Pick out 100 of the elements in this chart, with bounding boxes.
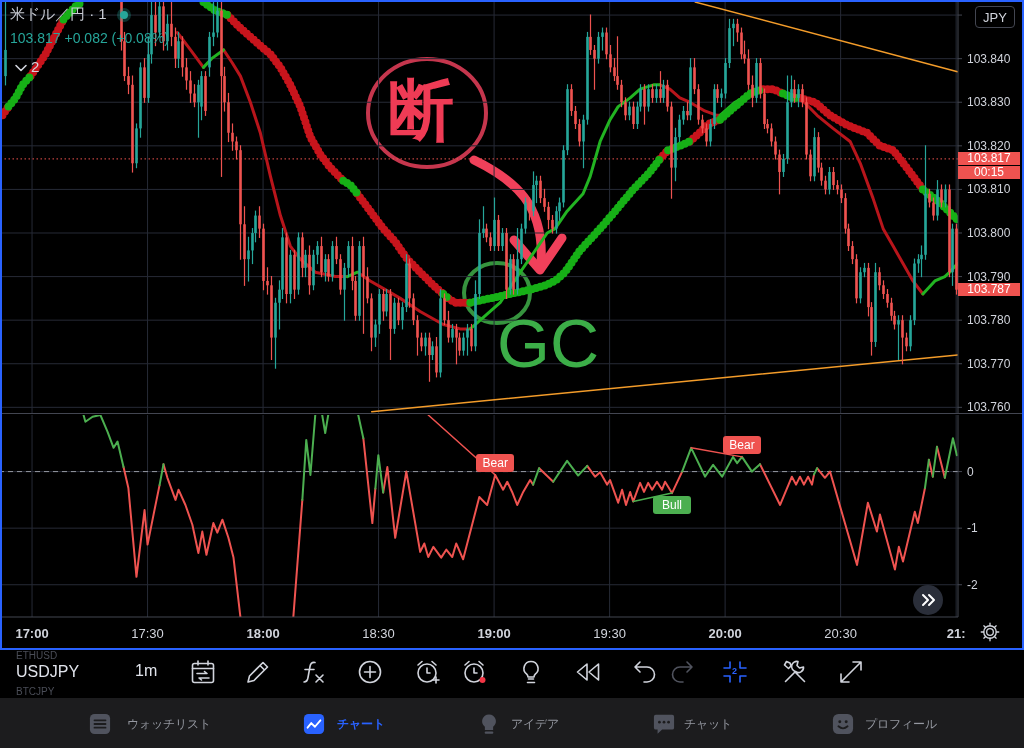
candlestick [227,92,230,143]
annotation: GC [497,305,599,381]
candlestick [659,71,662,103]
candlestick [385,289,388,317]
candlestick [940,184,943,208]
candlestick [181,36,184,77]
candlestick [547,201,550,230]
x-tick-label: 19:00 [477,626,511,641]
candlestick [755,58,758,103]
candlestick [920,245,923,278]
ref-line-label: 103.817 [958,151,1020,166]
candlestick [470,323,473,352]
candlestick [913,258,916,326]
candlestick [378,289,381,334]
candlestick [905,332,908,352]
candlestick [297,232,300,295]
candlestick [936,180,939,221]
candlestick [435,337,438,378]
text: チャート [337,716,385,733]
text: BTCJPY [16,686,55,697]
annotation: 断 [388,73,454,147]
candlestick [327,254,330,282]
candlestick [439,289,442,378]
y-tick-label: 103.790 [967,269,1011,284]
candlestick [389,289,392,360]
candlestick [408,258,411,308]
y-tick-label: 103.830 [967,95,1011,110]
candlestick [740,27,743,60]
candlestick [701,114,704,134]
candlestick [139,62,142,138]
candlestick [832,167,835,191]
y-tick-label: 103.780 [967,313,1011,328]
candlestick [586,31,589,125]
candlestick [632,101,635,129]
text: 103.787 [958,282,1020,296]
candlestick [809,149,812,182]
annotation: Bull [652,496,691,515]
candlestick [836,180,839,195]
candlestick [524,197,527,234]
candlestick [512,254,515,295]
text: ETHUSD [16,650,58,661]
candlestick [643,84,646,125]
y-tick-label: -1 [967,521,978,536]
text: アイデア [511,716,559,733]
candlestick [828,167,831,195]
candlestick [308,245,311,295]
candlestick [451,323,454,343]
candlestick [320,236,323,278]
candlestick [863,262,866,278]
x-tick-label: 18:00 [246,626,280,641]
candlestick [736,18,739,42]
candlestick [655,84,658,103]
candlestick [177,31,180,68]
candlestick [266,267,269,295]
candlestick [763,88,766,129]
candlestick [651,84,654,103]
candlestick [786,75,789,164]
candlestick [231,123,234,151]
candlestick [759,58,762,99]
candlestick [716,84,719,103]
candlestick [697,84,700,125]
text: 2 [732,666,738,676]
candlestick [878,267,881,291]
candlestick [693,58,696,95]
candlestick [4,2,7,86]
candlestick [497,214,500,252]
candlestick [709,119,712,147]
y-tick-label: 103.800 [967,226,1011,240]
candlestick [824,175,827,195]
candlestick [770,123,773,147]
candlestick [797,84,800,108]
candlestick [304,249,307,278]
candlestick [628,101,631,121]
candlestick [401,302,404,330]
candlestick [258,206,261,238]
candlestick [582,114,585,169]
x-tick-label: 20:00 [708,626,742,641]
y-tick-label: 103.820 [967,138,1011,153]
y-tick-label: 103.770 [967,356,1011,371]
candlestick [647,84,650,112]
x-tick-label: 19:30 [593,626,626,641]
candlestick [316,241,319,265]
candlestick [343,262,346,321]
candlestick [720,88,723,108]
candlestick [212,2,215,47]
candlestick [520,223,523,265]
candlestick [790,75,793,108]
text: USDJPY [16,663,80,681]
candlestick [505,228,508,299]
candlestick [597,31,600,64]
candlestick [570,84,573,116]
candlestick [874,262,877,347]
x-tick-label: 17:00 [15,626,49,641]
candlestick [474,280,477,352]
x-tick-label: 20:30 [824,626,857,641]
candlestick [528,197,531,221]
candlestick [135,123,138,169]
candlestick [686,101,689,121]
candlestick [204,71,207,116]
candlestick [624,97,627,121]
